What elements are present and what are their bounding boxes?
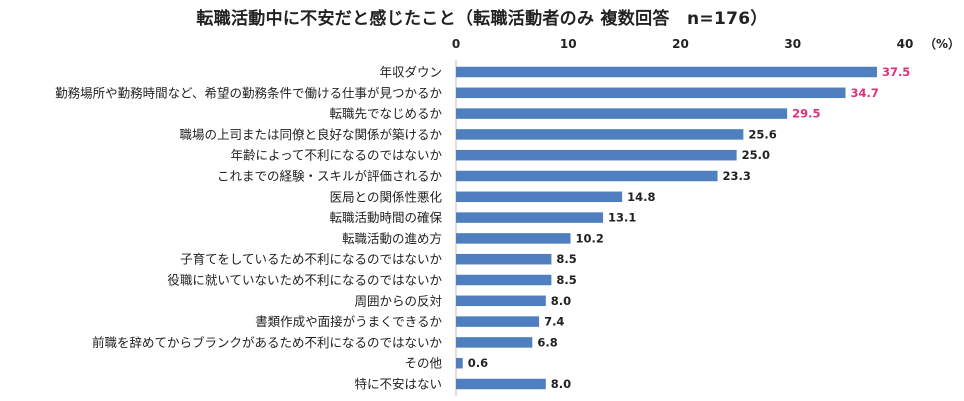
x-tick-label: 10: [560, 37, 577, 51]
bar: [456, 212, 604, 223]
bar: [456, 295, 546, 307]
category-label: 年収ダウン: [379, 65, 442, 80]
bar: [456, 233, 571, 244]
category-label: 職場の上司または同僚と良好な関係が築けるか: [179, 127, 442, 142]
bar: [456, 108, 788, 119]
value-label: 25.0: [742, 148, 770, 162]
value-label: 8.0: [551, 294, 571, 308]
bar: [456, 316, 540, 327]
bar: [456, 378, 546, 390]
category-label: 特に不安はない: [354, 377, 442, 392]
value-label: 8.0: [551, 377, 571, 391]
value-label: 14.8: [627, 190, 655, 204]
category-label: 転職活動の進め方: [342, 231, 442, 246]
category-label: その他: [404, 356, 442, 371]
value-label: 8.5: [556, 252, 576, 266]
x-tick-label: 40: [897, 37, 914, 51]
category-label: 転職先でなじめるか: [329, 106, 442, 121]
value-label: 7.4: [544, 315, 564, 329]
bar: [456, 191, 623, 203]
category-label: 年齢によって不利になるのではないか: [230, 148, 442, 163]
value-label: 8.5: [556, 273, 576, 287]
x-tick-label: 20: [672, 37, 689, 51]
bar: [456, 149, 737, 161]
x-tick-label: 30: [784, 37, 801, 51]
bar: [456, 274, 552, 286]
value-label: 0.6: [468, 356, 488, 370]
category-label: 周囲からの反対: [354, 293, 442, 308]
bar: [456, 337, 533, 348]
unit-label: （%）: [924, 36, 960, 51]
category-label: 転職活動時間の確保: [329, 210, 442, 225]
category-label: これまでの経験・スキルが評価されるか: [217, 169, 443, 184]
value-label: 6.8: [537, 335, 557, 349]
value-label: 13.1: [608, 211, 636, 225]
bar: [456, 87, 846, 99]
value-label: 10.2: [575, 231, 603, 245]
bar: [456, 129, 744, 140]
category-label: 子育てをしているため不利になるのではないか: [180, 252, 442, 267]
category-label: 役職に就いていないため不利になるのではないか: [167, 273, 442, 288]
chart-title: 転職活動中に不安だと感じたこと（転職活動者のみ 複数回答 n=176）: [196, 9, 768, 29]
x-tick-label: 0: [452, 37, 460, 51]
bar: [456, 66, 877, 78]
bar: [456, 253, 552, 265]
category-label: 勤務場所や勤務時間など、希望の勤務条件で働ける仕事が見つかるか: [55, 85, 442, 100]
bar: [456, 357, 463, 369]
bar: [456, 170, 718, 182]
value-label: 37.5: [882, 65, 910, 79]
value-label: 29.5: [792, 107, 820, 121]
value-label: 34.7: [851, 86, 879, 100]
value-label: 25.6: [748, 127, 776, 141]
category-label: 医局との関係性悪化: [330, 189, 443, 204]
category-label: 書類作成や面接がうまくできるか: [255, 314, 442, 329]
value-label: 23.3: [723, 169, 751, 183]
category-label: 前職を辞めてからブランクがあるため不利になるのではないか: [92, 335, 443, 350]
